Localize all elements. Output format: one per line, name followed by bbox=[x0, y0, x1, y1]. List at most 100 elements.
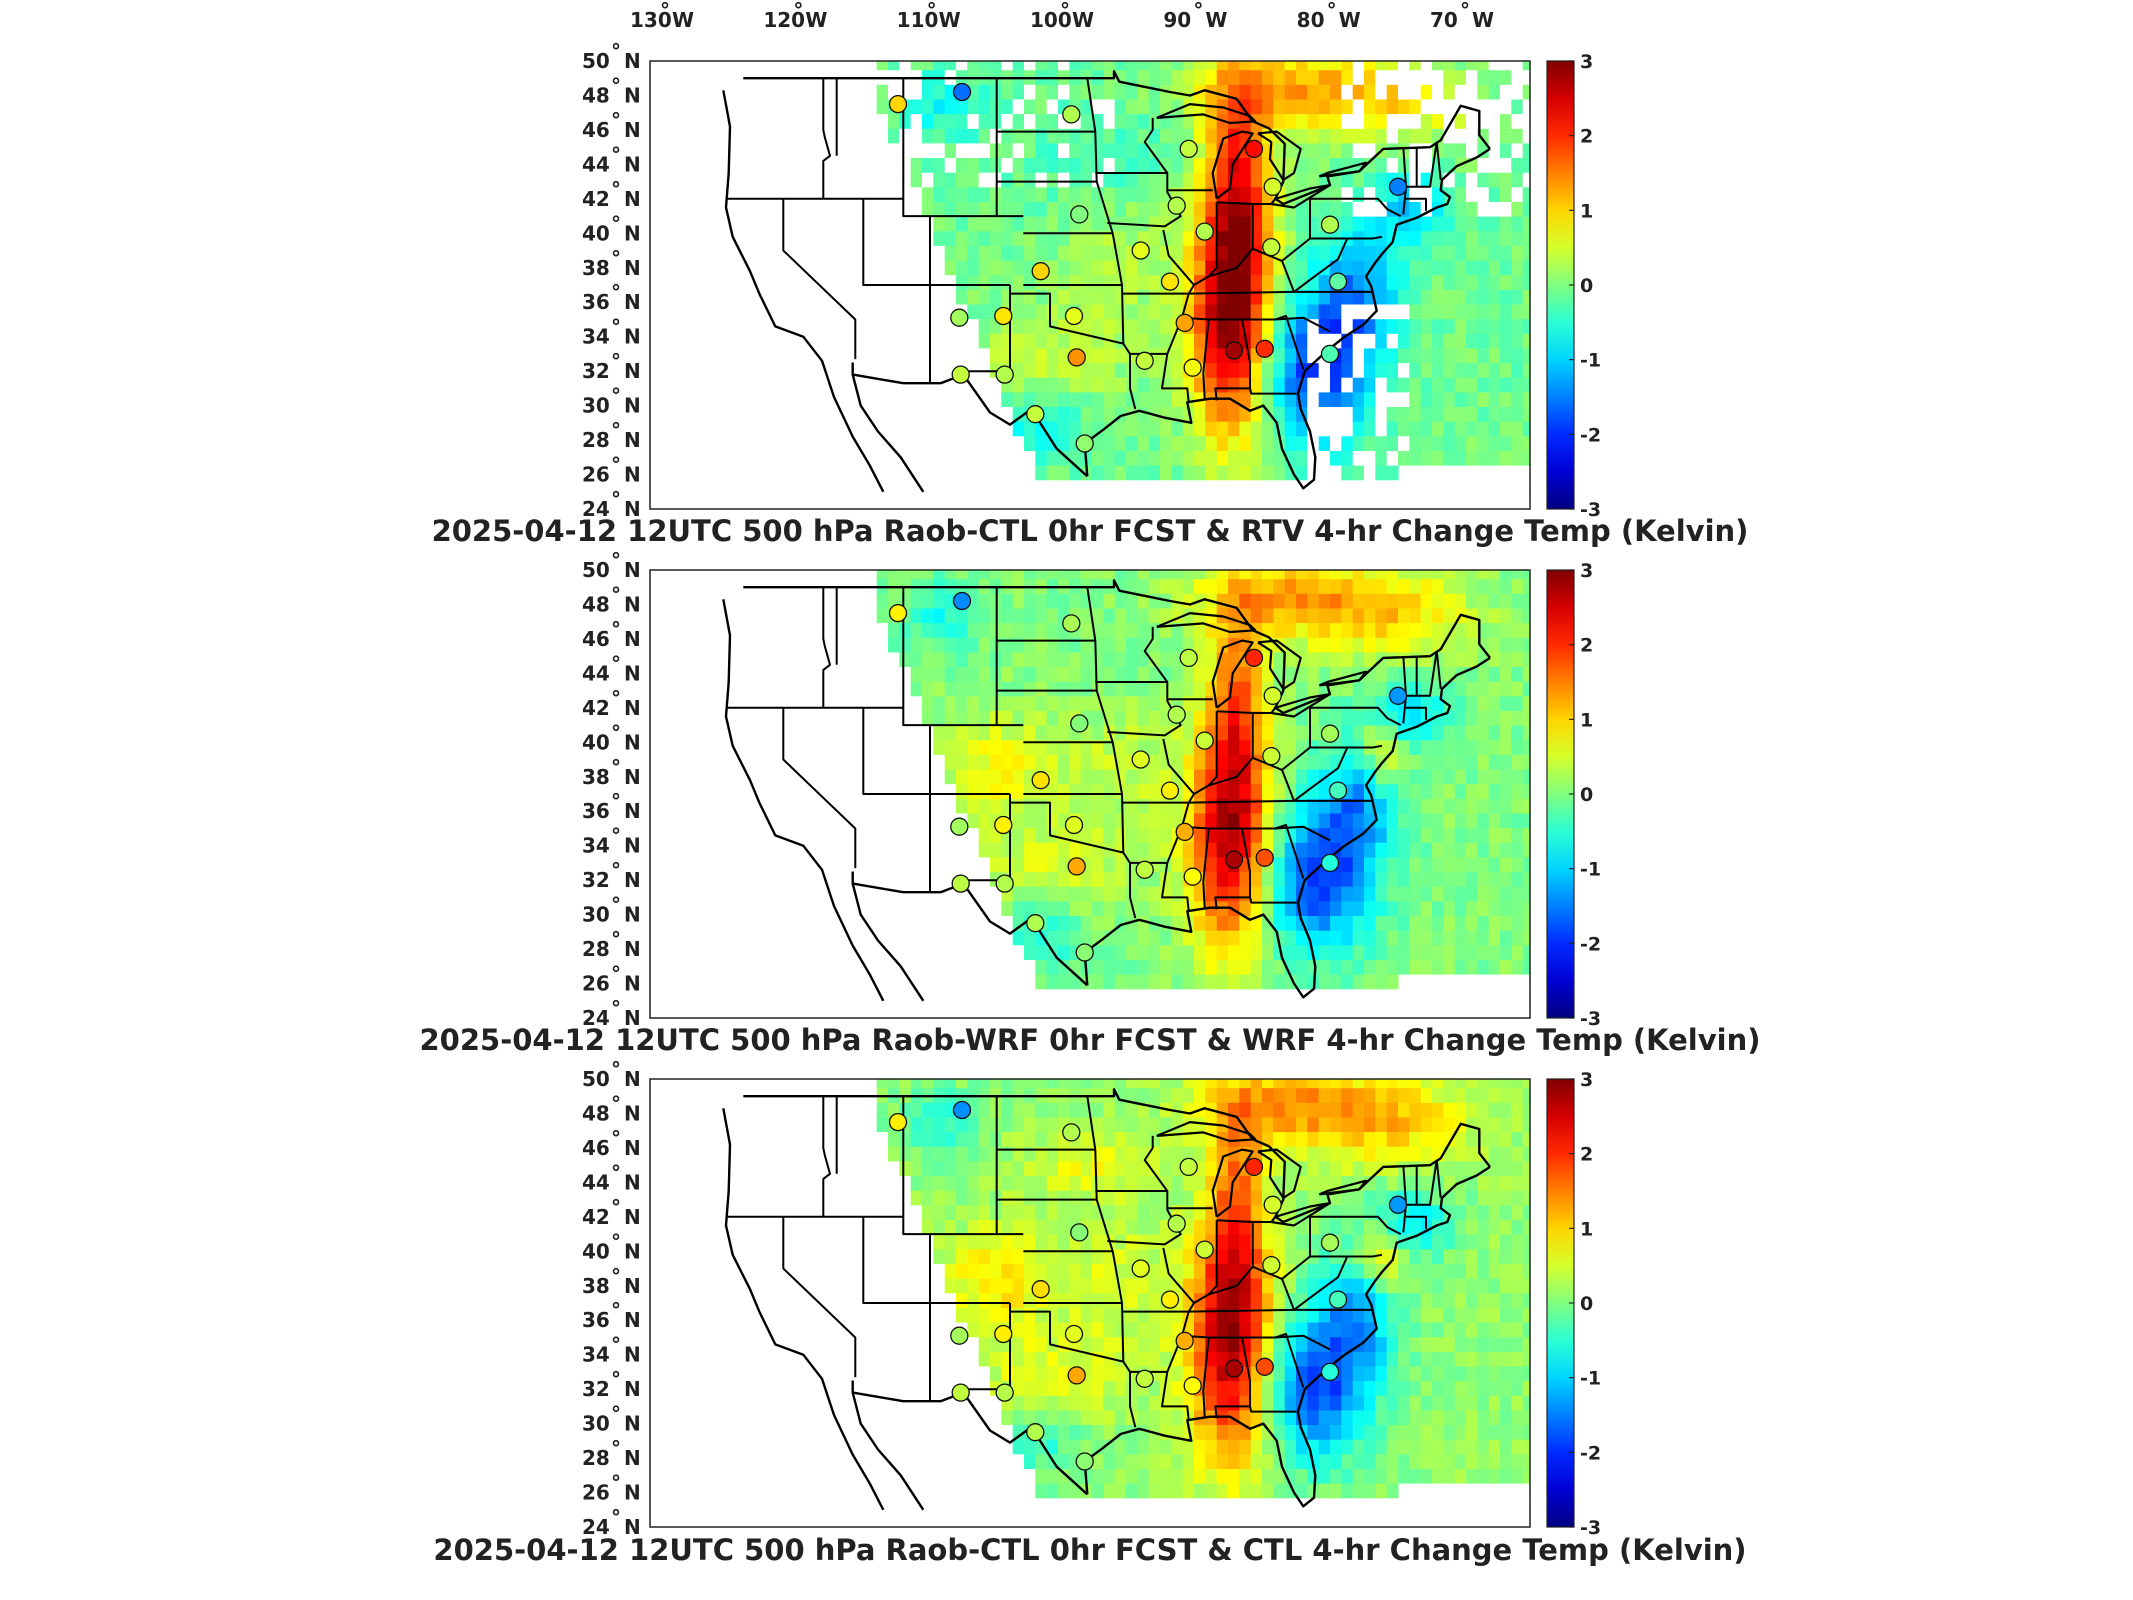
degree-mark: ° bbox=[611, 211, 621, 235]
degree-mark: ° bbox=[611, 1471, 621, 1495]
colorbar-tick-label: 1 bbox=[1580, 709, 1593, 731]
lat-tick-label: 36 bbox=[582, 799, 610, 823]
degree-mark: ° bbox=[611, 996, 621, 1020]
lat-tick-label: 50 bbox=[582, 49, 610, 73]
raob-station-marker bbox=[1131, 750, 1150, 769]
lat-tick-label: 26 bbox=[582, 1481, 610, 1505]
raob-station-marker bbox=[888, 1112, 908, 1132]
lon-tick-label: 100 bbox=[1030, 8, 1072, 32]
map-axes-frame bbox=[649, 1078, 1531, 1528]
raob-station-marker bbox=[1224, 1359, 1244, 1378]
lat-hemisphere: N bbox=[624, 868, 641, 892]
lon-hemisphere: W bbox=[672, 8, 694, 32]
raob-station-marker bbox=[1064, 815, 1084, 835]
degree-mark: ° bbox=[611, 1057, 621, 1081]
map-panel-rtv: 50 ° N48 ° N46 ° N44 ° N42 ° N40 ° N38 ° N36 ° N34 ° N32 ° N… bbox=[432, 39, 1749, 548]
raob-station-marker bbox=[1320, 215, 1340, 234]
raob-station-marker bbox=[1320, 853, 1340, 873]
lat-tick-label: 50 bbox=[582, 1067, 610, 1091]
degree-mark: ° bbox=[1460, 0, 1470, 22]
lat-hemisphere: N bbox=[624, 903, 641, 927]
lat-tick-label: 34 bbox=[582, 834, 610, 858]
raob-station-marker bbox=[994, 815, 1013, 835]
raob-station-marker bbox=[1183, 358, 1202, 377]
lat-tick-label: 44 bbox=[582, 1170, 610, 1194]
degree-mark: ° bbox=[611, 384, 621, 408]
raob-station-marker bbox=[1026, 1423, 1045, 1442]
degree-mark: ° bbox=[611, 1264, 621, 1288]
raob-station-marker bbox=[1244, 1157, 1264, 1177]
colorbar-tick-label: -2 bbox=[1580, 933, 1601, 955]
lon-hemisphere: W bbox=[1472, 8, 1494, 32]
raob-station-marker bbox=[951, 874, 970, 893]
degree-mark: ° bbox=[611, 108, 621, 132]
raob-station-marker bbox=[1075, 943, 1094, 962]
lat-tick-label: 44 bbox=[582, 661, 610, 685]
degree-mark: ° bbox=[611, 487, 621, 511]
lat-hemisphere: N bbox=[624, 497, 641, 521]
raob-station-marker bbox=[1262, 1255, 1281, 1275]
raob-station-marker bbox=[1026, 914, 1045, 933]
raob-station-marker bbox=[1064, 1324, 1084, 1344]
degree-mark: ° bbox=[793, 0, 803, 22]
raob-station-marker bbox=[952, 591, 972, 611]
lon-hemisphere: W bbox=[939, 8, 961, 32]
raob-station-marker bbox=[1070, 714, 1089, 733]
degree-mark: ° bbox=[611, 1126, 621, 1150]
raob-station-marker bbox=[1131, 1259, 1150, 1278]
lat-tick-label: 28 bbox=[582, 428, 610, 452]
degree-mark: ° bbox=[611, 1298, 621, 1322]
lat-hemisphere: N bbox=[624, 1006, 641, 1030]
lon-hemisphere: W bbox=[805, 8, 827, 32]
raob-station-marker bbox=[951, 1383, 970, 1402]
lat-hemisphere: N bbox=[624, 1205, 641, 1229]
raob-station-marker bbox=[995, 1383, 1014, 1402]
lat-hemisphere: N bbox=[624, 428, 641, 452]
lat-hemisphere: N bbox=[624, 83, 641, 107]
raob-station-marker bbox=[1175, 313, 1194, 333]
lat-tick-label: 42 bbox=[582, 696, 610, 720]
colorbar: 3 2 1 0 -1 -2 -3 bbox=[1546, 560, 1601, 1030]
raob-station-marker bbox=[888, 94, 908, 114]
lat-tick-label: 40 bbox=[582, 730, 610, 754]
degree-mark: ° bbox=[611, 1229, 621, 1253]
degree-mark: ° bbox=[611, 686, 621, 710]
raob-station-marker bbox=[951, 365, 970, 384]
degree-mark: ° bbox=[611, 1091, 621, 1115]
raob-station-marker bbox=[1026, 405, 1045, 424]
colorbar-tick-label: 2 bbox=[1580, 1144, 1593, 1166]
lat-tick-label: 34 bbox=[582, 325, 610, 349]
raob-station-marker bbox=[1064, 306, 1084, 326]
raob-station-marker bbox=[1388, 177, 1408, 196]
degree-mark: ° bbox=[611, 720, 621, 744]
raob-station-marker bbox=[1067, 1366, 1086, 1385]
raob-station-marker bbox=[994, 1324, 1013, 1344]
raob-station-marker bbox=[1167, 1214, 1186, 1233]
raob-station-marker bbox=[1135, 351, 1154, 370]
lat-hemisphere: N bbox=[624, 221, 641, 245]
colorbar-tick-label: 0 bbox=[1580, 784, 1593, 806]
lon-hemisphere: W bbox=[1205, 8, 1227, 32]
lat-hemisphere: N bbox=[624, 1136, 641, 1160]
lat-tick-label: 32 bbox=[582, 868, 610, 892]
raob-station-marker bbox=[1244, 648, 1264, 668]
colorbar-tick-label: 2 bbox=[1580, 126, 1593, 148]
lat-hemisphere: N bbox=[624, 661, 641, 685]
lat-tick-label: 28 bbox=[582, 937, 610, 961]
lat-hemisphere: N bbox=[624, 1377, 641, 1401]
raob-station-marker bbox=[1255, 339, 1274, 358]
lat-tick-label: 24 bbox=[582, 1006, 610, 1030]
degree-mark: ° bbox=[611, 349, 621, 373]
raob-station-marker bbox=[1183, 1376, 1202, 1395]
colorbar: 3 2 1 0 -1 -2 -3 bbox=[1546, 51, 1601, 521]
lat-hemisphere: N bbox=[624, 49, 641, 73]
lat-hemisphere: N bbox=[624, 256, 641, 280]
raob-station-marker bbox=[995, 874, 1014, 893]
lon-tick-label: 80 bbox=[1297, 8, 1325, 32]
raob-station-marker bbox=[1179, 139, 1198, 159]
lon-hemisphere: W bbox=[1072, 8, 1094, 32]
raob-station-marker bbox=[1067, 348, 1086, 367]
map-axes-frame bbox=[649, 569, 1531, 1019]
degree-mark: ° bbox=[611, 1436, 621, 1460]
degree-mark: ° bbox=[611, 582, 621, 606]
